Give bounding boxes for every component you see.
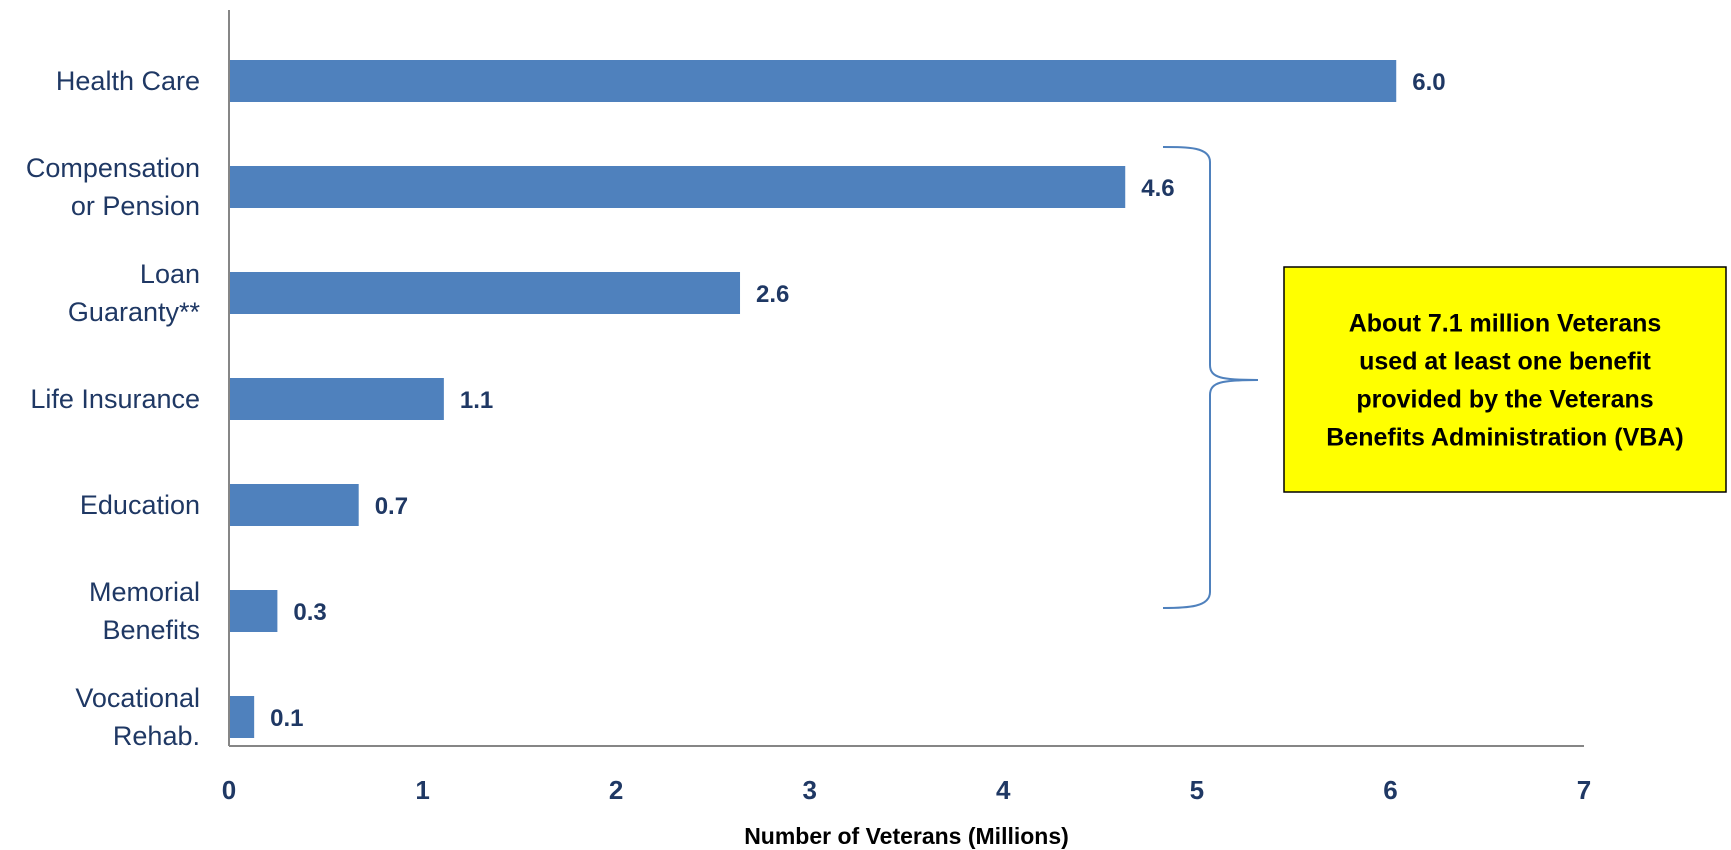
- category-label: Rehab.: [113, 721, 200, 751]
- bar: [229, 484, 359, 526]
- category-labels: Health Care Compensation or Pension Loan Gua…: [26, 66, 201, 751]
- x-tick-label: 7: [1577, 775, 1591, 805]
- bar: [229, 60, 1397, 102]
- data-label: 2.6: [756, 281, 789, 308]
- callout-box: About 7.1 million Veterans used at least …: [1283, 266, 1727, 493]
- data-label: 6.0: [1412, 69, 1445, 96]
- x-tick-label: 2: [609, 775, 623, 805]
- callout-background: [1283, 266, 1727, 493]
- x-tick-label: 5: [1190, 775, 1204, 805]
- x-tick-label: 3: [802, 775, 816, 805]
- category-label: Guaranty**: [68, 297, 201, 327]
- curly-brace: [1162, 146, 1259, 609]
- data-labels: 6.0 4.6 2.6 1.1 0.7 0.3 0.1: [270, 69, 1445, 732]
- bars-group: [229, 60, 1397, 738]
- callout-line: provided by the Veterans: [1356, 386, 1653, 414]
- category-label: Compensation: [26, 153, 200, 183]
- x-tick-label: 4: [996, 775, 1011, 805]
- callout-text: About 7.1 million Veterans used at least …: [1326, 310, 1683, 452]
- category-label: Health Care: [56, 66, 200, 96]
- bar: [229, 590, 278, 632]
- category-label: Vocational: [75, 683, 200, 713]
- data-label: 0.3: [293, 599, 326, 626]
- category-label: Education: [80, 490, 200, 520]
- callout-line: Benefits Administration (VBA): [1326, 424, 1683, 452]
- category-label: Benefits: [102, 615, 200, 645]
- data-label: 0.7: [375, 493, 408, 520]
- x-axis-ticks: 0 1 2 3 4 5 6 7: [222, 775, 1591, 805]
- category-label: or Pension: [71, 191, 200, 221]
- data-label: 0.1: [270, 705, 303, 732]
- bar: [229, 166, 1126, 208]
- x-tick-label: 1: [415, 775, 429, 805]
- bar: [229, 696, 255, 738]
- bar: [229, 272, 741, 314]
- data-label: 4.6: [1141, 175, 1174, 202]
- x-tick-label: 0: [222, 775, 236, 805]
- category-label: Life Insurance: [30, 384, 200, 414]
- data-label: 1.1: [460, 387, 493, 414]
- category-label: Memorial: [89, 577, 200, 607]
- bar: [229, 378, 444, 420]
- x-tick-label: 6: [1383, 775, 1397, 805]
- x-axis-title: Number of Veterans (Millions): [744, 823, 1069, 849]
- category-label: Loan: [140, 259, 200, 289]
- callout-line: used at least one benefit: [1359, 348, 1651, 376]
- callout-line: About 7.1 million Veterans: [1349, 310, 1662, 338]
